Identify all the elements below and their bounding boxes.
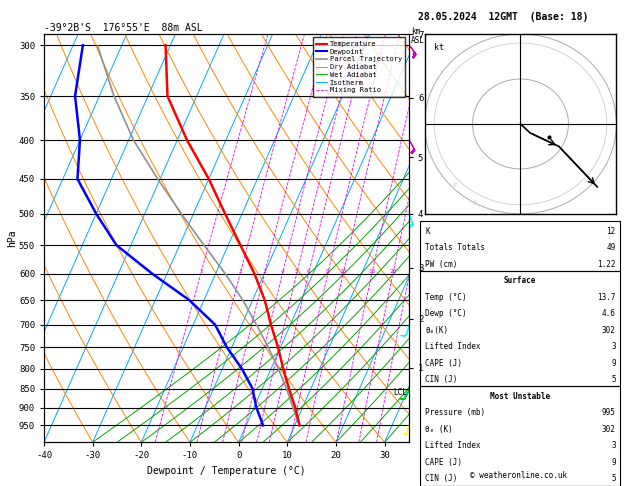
Text: 13.7: 13.7 xyxy=(598,293,616,302)
Text: 10: 10 xyxy=(340,269,347,274)
Text: CIN (J): CIN (J) xyxy=(425,474,457,484)
Text: Pressure (mb): Pressure (mb) xyxy=(425,408,486,417)
Text: ©: © xyxy=(454,182,458,188)
Text: CIN (J): CIN (J) xyxy=(425,375,457,384)
Text: 995: 995 xyxy=(602,408,616,417)
Text: 9: 9 xyxy=(611,458,616,467)
Text: ®: ® xyxy=(472,200,477,206)
Text: 4: 4 xyxy=(281,269,284,274)
Text: CAPE (J): CAPE (J) xyxy=(425,359,462,368)
Legend: Temperature, Dewpoint, Parcel Trajectory, Dry Adiabat, Wet Adiabat, Isotherm, Mi: Temperature, Dewpoint, Parcel Trajectory… xyxy=(313,37,405,97)
Text: 3: 3 xyxy=(611,342,616,351)
Text: K: K xyxy=(425,226,430,236)
Text: CAPE (J): CAPE (J) xyxy=(425,458,462,467)
Text: 3: 3 xyxy=(611,441,616,451)
Text: 20: 20 xyxy=(389,269,397,274)
Text: θₑ (K): θₑ (K) xyxy=(425,425,453,434)
Text: LCL: LCL xyxy=(394,388,408,397)
Text: 302: 302 xyxy=(602,425,616,434)
Text: 15: 15 xyxy=(368,269,376,274)
Text: 28.05.2024  12GMT  (Base: 18): 28.05.2024 12GMT (Base: 18) xyxy=(418,12,589,22)
Text: km
ASL: km ASL xyxy=(411,27,425,45)
Text: 8: 8 xyxy=(326,269,330,274)
Text: Totals Totals: Totals Totals xyxy=(425,243,486,252)
Text: 49: 49 xyxy=(606,243,616,252)
X-axis label: Dewpoint / Temperature (°C): Dewpoint / Temperature (°C) xyxy=(147,466,306,476)
Text: Dewp (°C): Dewp (°C) xyxy=(425,309,467,318)
Y-axis label: hPa: hPa xyxy=(8,229,18,247)
Text: 302: 302 xyxy=(602,326,616,335)
Text: 1: 1 xyxy=(199,269,203,274)
Text: 9: 9 xyxy=(611,359,616,368)
Text: © weatheronline.co.uk: © weatheronline.co.uk xyxy=(470,471,567,480)
Text: 5: 5 xyxy=(611,474,616,484)
Text: 12: 12 xyxy=(606,226,616,236)
Text: 2: 2 xyxy=(238,269,242,274)
Text: 1.22: 1.22 xyxy=(598,260,616,269)
Text: Most Unstable: Most Unstable xyxy=(490,392,550,401)
Text: 6: 6 xyxy=(307,269,311,274)
Text: Surface: Surface xyxy=(504,276,536,285)
Text: kt: kt xyxy=(434,43,444,52)
Text: Temp (°C): Temp (°C) xyxy=(425,293,467,302)
Text: 5: 5 xyxy=(611,375,616,384)
Text: 3: 3 xyxy=(263,269,266,274)
Text: PW (cm): PW (cm) xyxy=(425,260,457,269)
Text: -39°2B'S  176°55'E  88m ASL: -39°2B'S 176°55'E 88m ASL xyxy=(44,23,203,33)
Text: 5: 5 xyxy=(295,269,299,274)
Text: θₑ(K): θₑ(K) xyxy=(425,326,448,335)
Text: Lifted Index: Lifted Index xyxy=(425,342,481,351)
Text: Lifted Index: Lifted Index xyxy=(425,441,481,451)
Text: 4.6: 4.6 xyxy=(602,309,616,318)
